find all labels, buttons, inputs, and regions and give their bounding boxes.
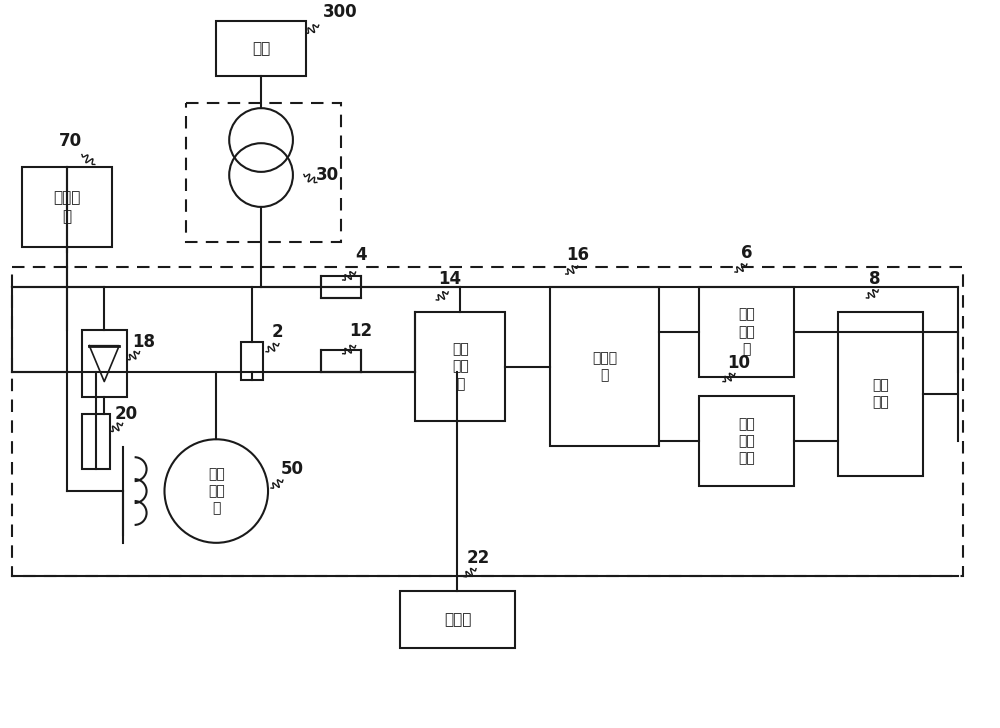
Text: 16: 16 xyxy=(566,246,589,264)
Text: 22: 22 xyxy=(466,549,489,566)
Bar xyxy=(550,287,659,446)
Text: 供电电
源: 供电电 源 xyxy=(53,191,81,224)
Text: 储能
装置: 储能 装置 xyxy=(872,379,889,410)
Text: 控制器: 控制器 xyxy=(444,612,471,627)
Text: 6: 6 xyxy=(741,244,752,262)
Bar xyxy=(321,349,361,371)
Bar xyxy=(699,397,794,486)
Bar xyxy=(12,267,963,576)
Text: 网侧
变流
器: 网侧 变流 器 xyxy=(738,307,755,356)
Bar xyxy=(186,103,341,242)
Text: 300: 300 xyxy=(323,3,357,21)
Text: 50: 50 xyxy=(281,460,304,478)
Bar xyxy=(216,21,306,76)
Text: 机侧
变流
器: 机侧 变流 器 xyxy=(452,342,469,391)
Text: 4: 4 xyxy=(356,246,367,264)
Text: 发电
电动
机: 发电 电动 机 xyxy=(208,467,225,515)
Bar xyxy=(321,276,361,298)
Text: 电网: 电网 xyxy=(252,41,270,56)
Text: 18: 18 xyxy=(133,333,156,351)
Text: 14: 14 xyxy=(438,270,461,288)
Bar xyxy=(838,312,923,476)
Bar xyxy=(82,330,127,397)
Text: 20: 20 xyxy=(115,405,138,424)
Text: 30: 30 xyxy=(316,167,339,184)
Text: 12: 12 xyxy=(350,322,373,340)
Text: 70: 70 xyxy=(59,132,82,149)
Bar xyxy=(415,312,505,422)
Text: 选通电
路: 选通电 路 xyxy=(592,351,617,382)
Bar xyxy=(699,287,794,376)
Text: 2: 2 xyxy=(272,323,284,341)
Bar xyxy=(22,167,112,247)
Bar xyxy=(82,414,110,469)
Text: 10: 10 xyxy=(727,354,750,371)
Text: 储能
侧变
流器: 储能 侧变 流器 xyxy=(738,417,755,466)
Bar xyxy=(400,590,515,649)
Text: 8: 8 xyxy=(869,270,881,288)
Bar xyxy=(241,341,263,379)
